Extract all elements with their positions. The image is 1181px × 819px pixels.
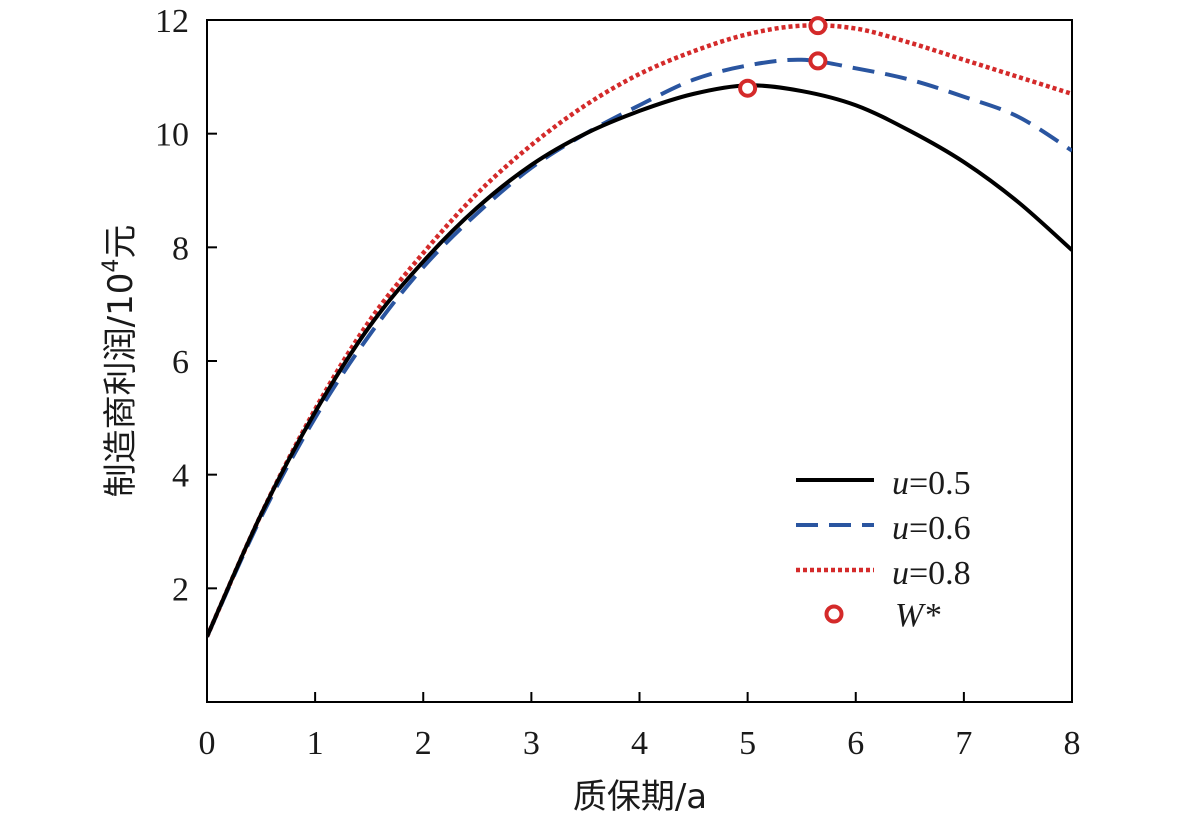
w-star-marker-2 xyxy=(808,51,828,71)
legend-marker-w xyxy=(824,604,844,624)
w-star-marker-1 xyxy=(738,78,758,98)
x-tick-label-2: 2 xyxy=(415,725,432,762)
x-tick-label-0: 0 xyxy=(199,725,216,762)
y-tick-label-10: 10 xyxy=(155,117,189,154)
legend-item-3: u=0.8 xyxy=(796,555,971,592)
y-tick-label-8: 8 xyxy=(172,230,189,267)
legend: u=0.5 u=0.6 u=0.8 W* xyxy=(796,465,971,634)
x-tick-label-8: 8 xyxy=(1064,725,1081,762)
series-line-2 xyxy=(207,57,1072,638)
w-star-marker-3 xyxy=(808,16,828,36)
y-tick-label-12: 12 xyxy=(155,3,189,40)
series-layer xyxy=(207,23,1072,638)
x-axis-title: 质保期/a xyxy=(573,777,707,817)
legend-label-2: u=0.6 xyxy=(892,510,971,547)
series-line-3 xyxy=(207,23,1072,638)
legend-item-2: u=0.6 xyxy=(796,510,971,547)
y-tick-label-4: 4 xyxy=(172,458,189,495)
x-tick-label-7: 7 xyxy=(955,725,972,762)
legend-label-4: W* xyxy=(895,597,940,634)
y-axis-title: 制造商利润/104元 xyxy=(99,225,141,498)
y-axis-title-unit: 元 xyxy=(101,225,141,259)
marker-layer xyxy=(738,16,828,98)
y-axis-title-sup: 4 xyxy=(99,259,124,273)
x-tick-label-3: 3 xyxy=(523,725,540,762)
x-tick-label-6: 6 xyxy=(847,725,864,762)
legend-item-4: W* xyxy=(824,597,940,634)
y-tick-label-2: 2 xyxy=(172,571,189,608)
x-tick-label-1: 1 xyxy=(307,725,324,762)
series-line-1 xyxy=(207,83,1072,638)
legend-label-1: u=0.5 xyxy=(892,465,971,502)
plot-frame xyxy=(206,19,1073,703)
y-tick-label-6: 6 xyxy=(172,344,189,381)
legend-item-1: u=0.5 xyxy=(796,465,971,502)
legend-label-3: u=0.8 xyxy=(892,555,971,592)
y-axis-title-main: 制造商利润/10 xyxy=(101,273,141,498)
x-tick-label-4: 4 xyxy=(631,725,648,762)
x-tick-label-5: 5 xyxy=(739,725,756,762)
